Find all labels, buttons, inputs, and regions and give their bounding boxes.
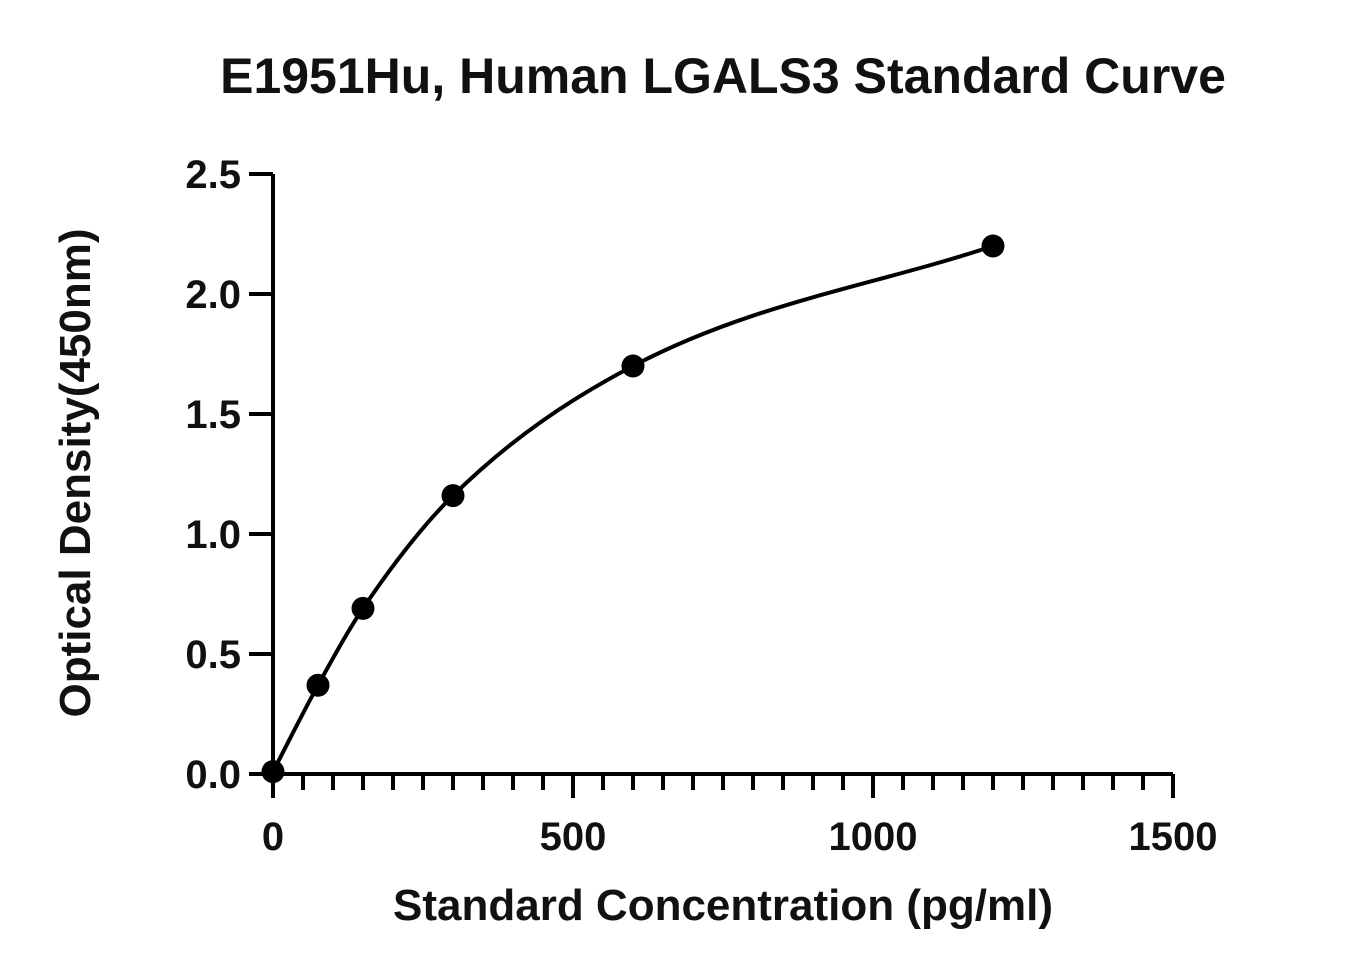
x-axis-label: Standard Concentration (pg/ml): [393, 881, 1053, 930]
y-tick-label: 2.0: [185, 273, 241, 317]
x-tick-label: 0: [262, 815, 284, 859]
y-tick-label: 1.0: [185, 513, 241, 557]
y-tick-label: 1.5: [185, 393, 241, 437]
y-axis-label: Optical Density(450nm): [51, 228, 100, 717]
data-point: [981, 234, 1005, 258]
data-point: [441, 484, 465, 508]
x-tick-label: 1500: [1129, 815, 1218, 859]
data-point: [621, 354, 645, 378]
data-point: [351, 596, 375, 620]
y-tick-label: 0.5: [185, 633, 241, 677]
fitted-curve: [271, 244, 994, 773]
y-tick-label: 2.5: [185, 153, 241, 197]
x-tick-label: 1000: [829, 815, 918, 859]
y-tick-label: 0.0: [185, 753, 241, 797]
x-tick-label: 500: [540, 815, 607, 859]
chart-title: E1951Hu, Human LGALS3 Standard Curve: [220, 48, 1226, 104]
data-point: [306, 673, 330, 697]
data-point: [261, 760, 285, 784]
plot-area: 0 500 1000 1500 0.0 0.5 1.0 1.5 2.0 2.5: [185, 153, 1217, 859]
